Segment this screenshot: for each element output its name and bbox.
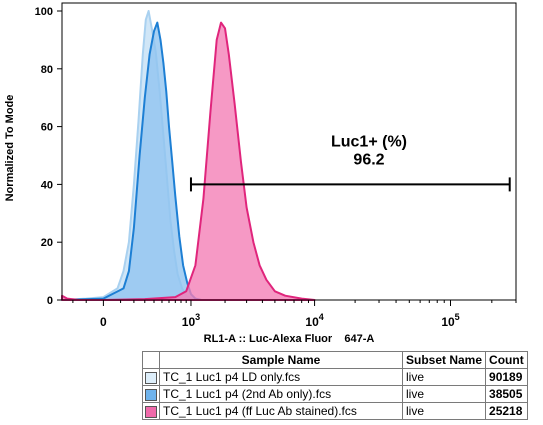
legend-header-row: Sample Name Subset Name Count	[142, 351, 528, 369]
y-tick-label: 80	[41, 64, 53, 76]
series-area-2	[61, 21, 316, 301]
series-area-1	[61, 21, 203, 301]
legend-subset-name: live	[401, 368, 487, 386]
y-tick-label: 20	[41, 237, 53, 249]
legend-count: 25218	[485, 402, 528, 420]
legend-header-blank	[142, 351, 160, 369]
y-tick-label: 0	[47, 295, 53, 307]
histogram-chart: Normalized To Mode 0 20 40 60 80 100 0 103 104 10…	[4, 2, 517, 345]
y-axis-label: Normalized To Mode	[4, 95, 16, 202]
gate-percent-label: 96.2	[353, 151, 384, 168]
legend-count: 38505	[485, 385, 528, 403]
legend-header-count: Count	[485, 351, 528, 369]
legend-swatch	[145, 405, 157, 418]
legend-row: TC_1 Luc1 p4 LD only.fcs live 90189	[142, 368, 528, 386]
legend-count: 90189	[485, 368, 528, 386]
legend-subset-name: live	[401, 402, 487, 420]
gate-layer: Luc1+ (%) 96.2	[189, 133, 511, 192]
legend-sample-name: TC_1 Luc1 p4 LD only.fcs	[159, 368, 403, 386]
x-tick-label: 103	[182, 312, 200, 329]
legend-swatch	[145, 371, 157, 384]
legend-header-subset: Subset Name	[401, 351, 487, 369]
axis-layer: 0 20 40 60 80 100 0 103 104 105	[35, 6, 517, 329]
y-tick-label: 40	[41, 179, 53, 191]
legend-sample-name: TC_1 Luc1 p4 (ff Luc Ab stained).fcs	[159, 402, 403, 420]
gate-name-label: Luc1+ (%)	[331, 133, 407, 150]
legend-table: Sample Name Subset Name Count TC_1 Luc1 …	[142, 351, 528, 420]
legend-subset-name: live	[401, 385, 487, 403]
x-axis-label: RL1-A :: Luc-Alexa Fluor 647-A	[204, 333, 375, 345]
x-tick-label: 104	[305, 312, 323, 329]
legend-row: TC_1 Luc1 p4 (2nd Ab only).fcs live 3850…	[142, 385, 528, 403]
plot-frame	[61, 2, 517, 301]
legend-swatch	[145, 388, 157, 401]
legend-header-sample: Sample Name	[159, 351, 403, 369]
series-layer	[61, 10, 316, 301]
y-tick-label: 100	[35, 6, 53, 18]
legend-row: TC_1 Luc1 p4 (ff Luc Ab stained).fcs liv…	[142, 402, 528, 420]
x-tick-label: 105	[441, 312, 459, 329]
y-tick-label: 60	[41, 122, 53, 134]
x-tick-label: 0	[100, 315, 107, 329]
legend-sample-name: TC_1 Luc1 p4 (2nd Ab only).fcs	[159, 385, 403, 403]
